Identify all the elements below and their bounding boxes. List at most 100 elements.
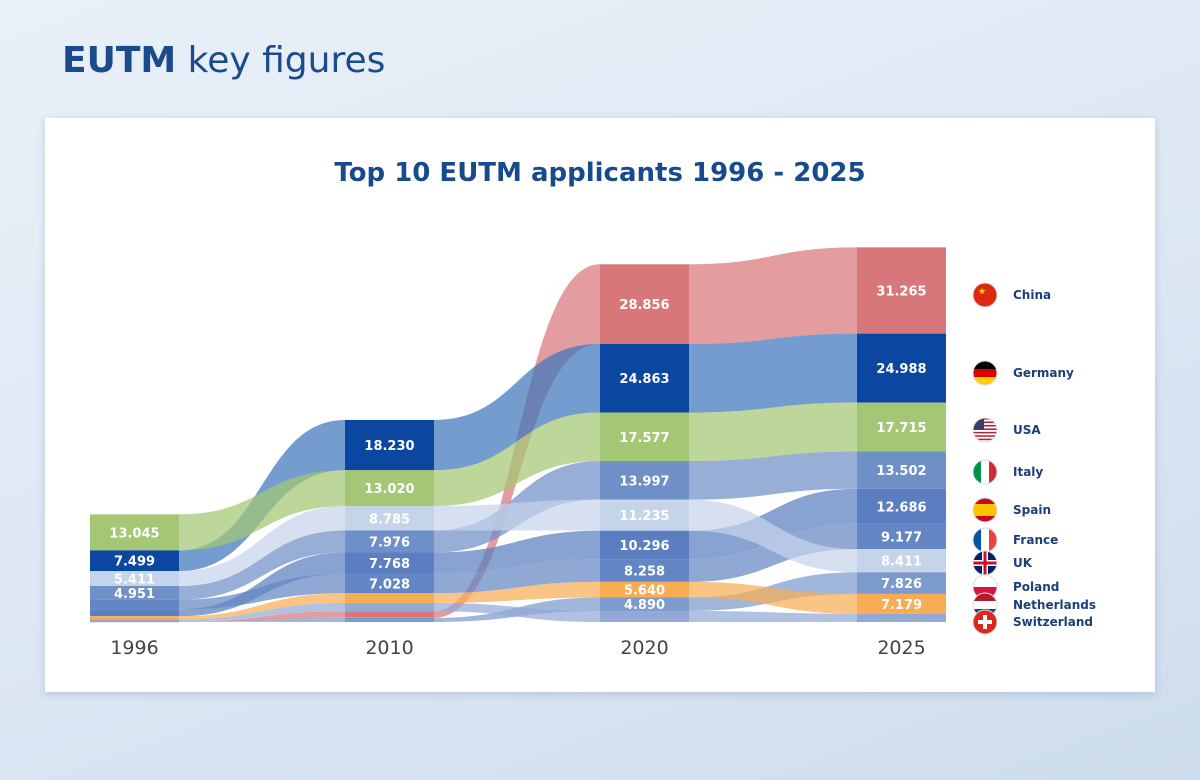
- flow-switzerland: [689, 610, 857, 622]
- bar-italy-2025: [857, 451, 946, 489]
- chart-title: Top 10 EUTM applicants 1996 - 2025: [334, 158, 866, 188]
- spain-flag-icon: [972, 497, 998, 523]
- bar-switzerland-2025: [857, 613, 946, 622]
- flow-usa: [434, 412, 600, 507]
- flow-france: [434, 559, 600, 594]
- data-label: 17.577: [619, 431, 669, 446]
- bar-germany-2020: [600, 343, 689, 413]
- bar-usa-1996: [90, 514, 179, 551]
- bar-poland-2020: [600, 597, 689, 611]
- bar-usa-2010: [345, 470, 434, 507]
- data-label: 13.020: [364, 482, 414, 497]
- bar-uk-2025: [857, 549, 946, 573]
- data-label: 7.826: [881, 577, 922, 592]
- bar-spain-2010: [345, 552, 434, 574]
- bar-switzerland-1996: [90, 619, 179, 622]
- bar-spain-2025: [857, 488, 946, 524]
- bar-germany-1996: [90, 550, 179, 572]
- data-label: 12.686: [876, 500, 926, 515]
- data-label: 7.976: [369, 535, 410, 550]
- flow-spain: [179, 552, 345, 617]
- legend-item-usa: USA: [972, 417, 1041, 443]
- legend-label: Spain: [1013, 503, 1051, 517]
- data-label: 17.715: [876, 421, 926, 436]
- legend-label: Netherlands: [1013, 598, 1096, 612]
- bar-spain-1996: [90, 609, 179, 617]
- flow-germany: [689, 333, 857, 413]
- italy-flag-icon: [972, 459, 998, 485]
- bar-poland-2025: [857, 572, 946, 594]
- bar-china-2025: [857, 247, 946, 334]
- data-label: 7.028: [369, 578, 410, 593]
- bar-china-2020: [600, 264, 689, 344]
- legend-item-spain: Spain: [972, 497, 1051, 523]
- page-title: EUTM key figures: [62, 40, 386, 81]
- flow-france: [179, 573, 345, 610]
- data-label: 5.411: [114, 573, 155, 588]
- legend-item-switzerland: Switzerland: [972, 609, 1093, 635]
- flow-uk: [179, 506, 345, 586]
- bar-italy-2010: [345, 530, 434, 553]
- bar-switzerland-2010: [345, 602, 434, 612]
- bar-italy-2020: [600, 461, 689, 500]
- flow-usa: [179, 470, 345, 551]
- bar-uk-1996: [90, 571, 179, 586]
- bar-uk-2010: [345, 506, 434, 531]
- flow-france: [689, 523, 857, 582]
- china-flag-icon: ★: [972, 282, 998, 308]
- flow-netherlands: [689, 581, 857, 614]
- usa-flag-icon: [972, 417, 998, 443]
- bar-france-1996: [90, 599, 179, 610]
- flow-switzerland: [179, 602, 345, 622]
- data-label: 7.179: [881, 598, 922, 613]
- legend-label: Poland: [1013, 580, 1059, 594]
- data-label: 13.997: [619, 474, 669, 489]
- flow-usa: [689, 402, 857, 462]
- column-2020: 28.856 24.863 17.577 13.997 11.235 10.296 8.25…: [600, 264, 689, 622]
- flow-netherlands: [179, 593, 345, 620]
- legend-label: Switzerland: [1013, 615, 1093, 629]
- legend-label: Germany: [1013, 366, 1074, 380]
- flow-italy: [689, 451, 857, 500]
- x-tick-label: 1996: [110, 637, 158, 659]
- flow-uk: [689, 499, 857, 573]
- data-label: 7.499: [114, 555, 155, 570]
- bar-netherlands-2010: [345, 593, 434, 603]
- flow-uk: [434, 499, 600, 531]
- bar-usa-2025: [857, 402, 946, 452]
- flow-spain: [434, 530, 600, 574]
- x-tick-label: 2010: [365, 637, 413, 659]
- column-2025: 31.265 24.988 17.715 13.502 12.686 9.177 8.411…: [857, 247, 946, 622]
- flow-china: [689, 247, 857, 344]
- data-label: 28.856: [619, 298, 669, 313]
- data-label: 5.640: [624, 584, 665, 599]
- legend: ★ China Germany USA Italy Spain France UK Poland…: [972, 282, 1096, 635]
- uk-flag-icon: [972, 550, 998, 576]
- bar-spain-2020: [600, 530, 689, 560]
- legend-label: UK: [1013, 556, 1033, 570]
- bar-france-2010: [345, 573, 434, 594]
- legend-item-italy: Italy: [972, 459, 1043, 485]
- bar-germany-2010: [345, 419, 434, 471]
- data-label: 13.502: [876, 464, 926, 479]
- x-tick-label: 2020: [620, 637, 668, 659]
- x-tick-label: 2025: [877, 637, 925, 659]
- data-label: 7.768: [369, 557, 410, 572]
- data-label: 24.988: [876, 362, 926, 377]
- data-label: 8.258: [624, 565, 665, 580]
- flow-netherlands: [434, 581, 600, 603]
- bar-netherlands-1996: [90, 616, 179, 620]
- data-label: 24.863: [619, 372, 669, 387]
- data-label: 31.265: [876, 284, 926, 299]
- bar-china-2010: [345, 611, 434, 618]
- legend-label: China: [1013, 288, 1051, 302]
- bar-switzerland-2020: [600, 610, 689, 622]
- legend-label: USA: [1013, 423, 1041, 437]
- legend-label: Italy: [1013, 465, 1043, 479]
- bar-netherlands-2025: [857, 593, 946, 614]
- bar-usa-2020: [600, 412, 689, 462]
- data-label: 11.235: [619, 509, 669, 524]
- germany-flag-icon: [972, 360, 998, 386]
- legend-item-uk: UK: [972, 550, 1033, 576]
